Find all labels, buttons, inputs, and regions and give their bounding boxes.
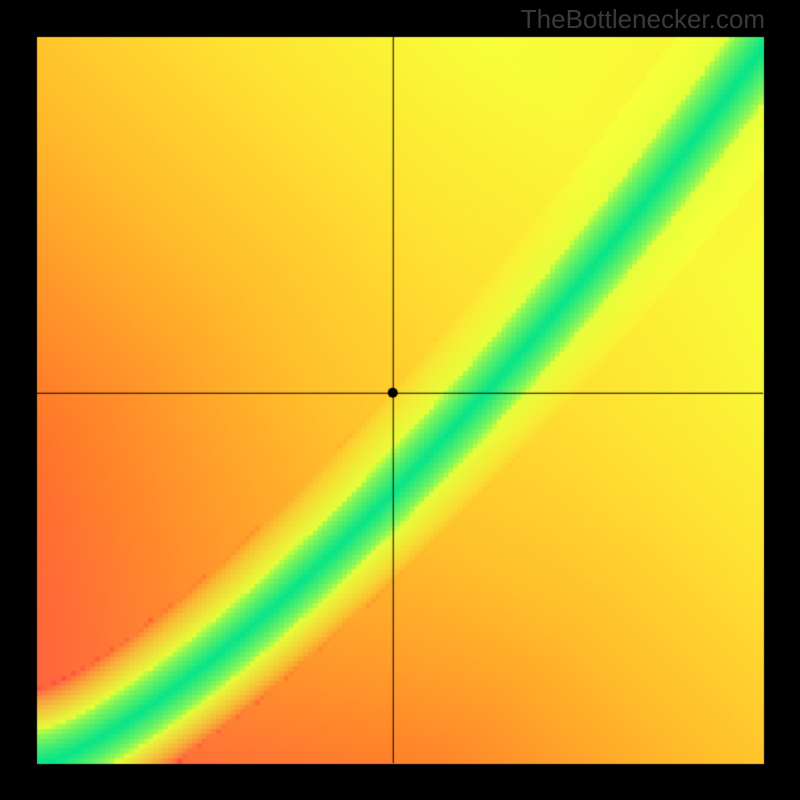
bottleneck-heatmap (0, 0, 800, 800)
watermark-text: TheBottlenecker.com (521, 4, 765, 35)
chart-container: TheBottlenecker.com (0, 0, 800, 800)
